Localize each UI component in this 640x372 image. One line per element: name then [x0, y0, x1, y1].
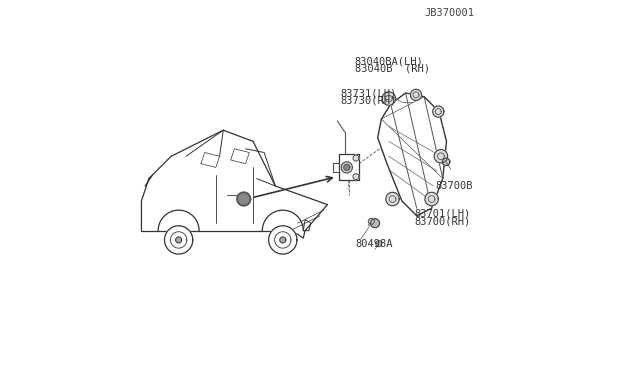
Text: 83700(RH): 83700(RH) [415, 217, 471, 226]
Polygon shape [376, 241, 381, 247]
Polygon shape [386, 192, 399, 206]
Text: 83040B  (RH): 83040B (RH) [355, 64, 429, 74]
Polygon shape [442, 158, 450, 166]
Polygon shape [369, 218, 374, 224]
Polygon shape [353, 174, 359, 180]
Polygon shape [433, 106, 444, 117]
Polygon shape [175, 237, 182, 243]
Text: 83731(LH): 83731(LH) [340, 88, 397, 98]
Polygon shape [434, 150, 447, 163]
Text: 83700B: 83700B [435, 181, 473, 191]
Text: 83701(LH): 83701(LH) [415, 209, 471, 219]
Text: 80498A: 80498A [355, 239, 393, 248]
Polygon shape [353, 155, 359, 161]
Text: 83730(RH): 83730(RH) [340, 96, 397, 105]
Text: 83040BA(LH): 83040BA(LH) [355, 57, 423, 66]
Polygon shape [280, 237, 286, 243]
Polygon shape [341, 162, 353, 173]
Polygon shape [425, 192, 438, 206]
Polygon shape [371, 219, 380, 228]
Polygon shape [382, 92, 396, 105]
Polygon shape [237, 192, 250, 206]
Polygon shape [344, 164, 349, 170]
Text: JB370001: JB370001 [424, 8, 474, 18]
Polygon shape [269, 226, 297, 254]
Polygon shape [164, 226, 193, 254]
Polygon shape [410, 89, 422, 100]
